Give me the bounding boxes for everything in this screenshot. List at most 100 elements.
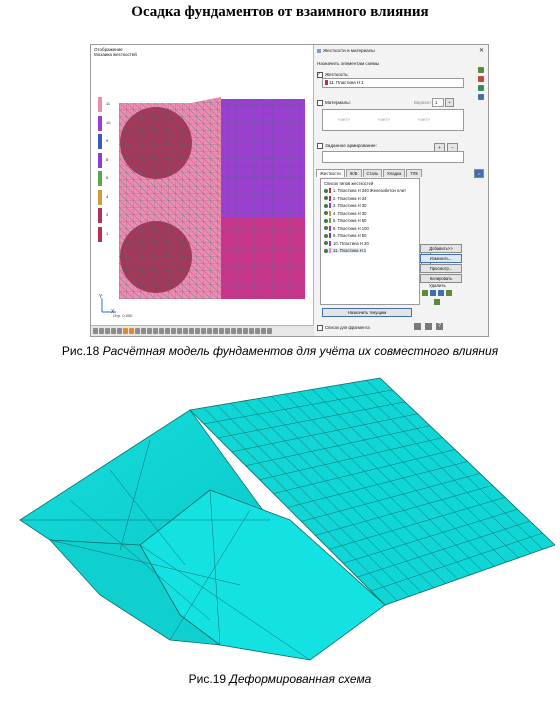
scissors-tool-icon[interactable] (478, 94, 484, 100)
mesh-line (209, 489, 221, 646)
stiffness-field[interactable]: 11. Пластина H 1 (322, 78, 464, 88)
toolbar-button[interactable] (195, 328, 200, 334)
toolbar-button[interactable] (147, 328, 152, 334)
fragment-checkbox[interactable] (317, 325, 323, 331)
toolbar-button[interactable] (153, 328, 158, 334)
tab-1[interactable]: Ж/Б (345, 169, 362, 177)
toolbar-button[interactable] (213, 328, 218, 334)
list-item[interactable]: 9. Пластина H 50 (324, 233, 366, 238)
toolbar-button[interactable] (117, 328, 122, 334)
tool-icon-2[interactable] (430, 290, 436, 296)
toolbar-button[interactable] (225, 328, 230, 334)
toolbar-button[interactable] (159, 328, 164, 334)
list-item[interactable]: 3. Пластина H 30 (324, 203, 366, 208)
tab-expand-button[interactable]: ⇔ (474, 169, 484, 178)
view-button[interactable]: Просмотр... (420, 264, 462, 273)
view-header: Отображение Мозаика жесткостей (94, 47, 137, 57)
stiffness-list: Список типов жесткостей 1. Пластина H 34… (320, 178, 420, 305)
toolbar-button[interactable] (99, 328, 104, 334)
tab-0[interactable]: Жесткости (316, 169, 345, 177)
toolbar-button[interactable] (171, 328, 176, 334)
toolbar-button[interactable] (255, 328, 260, 334)
fragment-label: Список для фрагмента (325, 325, 370, 331)
toolbar-button[interactable] (129, 328, 134, 334)
list-item-text: 1. Пластина H 340 Железобетон плит (333, 188, 407, 193)
legend-number: 10 (106, 119, 111, 125)
list-item[interactable]: 11. Пластина H 1 (324, 248, 367, 253)
toolbar-button[interactable] (177, 328, 182, 334)
legend-swatch (98, 134, 102, 149)
list-item[interactable]: 2. Пластина H 34 (324, 195, 366, 201)
variant-field[interactable]: 1 (432, 98, 444, 107)
toolbar-button[interactable] (105, 328, 110, 334)
figure-19-text: Деформированная схема (229, 672, 372, 686)
add-button[interactable]: Добавить>> (420, 244, 462, 253)
mat-placeholder-2: <нет> (378, 117, 390, 122)
reinforcement-checkbox[interactable] (317, 143, 323, 149)
change-button[interactable]: Изменить... (420, 254, 462, 263)
toolbar-button[interactable] (189, 328, 194, 334)
toolbar-button[interactable] (93, 328, 98, 334)
list-color-swatch (329, 225, 331, 231)
legend-swatch (98, 208, 102, 223)
variant-label: Вариант (414, 100, 432, 105)
legend-item: 5 (98, 171, 122, 190)
tab-4[interactable]: ТЛК (406, 169, 422, 177)
toolbar-button[interactable] (201, 328, 206, 334)
help-icon[interactable]: ? (436, 323, 443, 330)
toolbar-button[interactable] (183, 328, 188, 334)
plate-icon (324, 226, 328, 230)
footer-icon-2[interactable] (425, 323, 432, 330)
toolbar-button[interactable] (243, 328, 248, 334)
dialog-title: Жесткости и материалы (323, 48, 375, 53)
list-item[interactable]: 8. Пластина H 100 (324, 225, 369, 231)
delete-button[interactable]: Удалить (429, 283, 446, 288)
list-item[interactable]: 1. Пластина H 340 Железобетон плит (324, 188, 406, 193)
stiffness-color-swatch (325, 80, 328, 86)
stiffness-checkbox[interactable] (317, 71, 323, 78)
toolbar-button[interactable] (267, 328, 272, 334)
tab-3[interactable]: Кладка (383, 169, 406, 177)
toolbar-button[interactable] (207, 328, 212, 334)
pick-tool-icon[interactable] (478, 67, 484, 73)
tool-icon-1[interactable] (422, 290, 428, 296)
page-heading: Осадка фундаментов от взаимного влияния (131, 4, 429, 20)
close-icon[interactable]: ✕ (478, 48, 484, 54)
legend-item: 11 (98, 97, 122, 116)
copy-button[interactable]: Копировать (420, 274, 462, 283)
legend-item: 3 (98, 208, 122, 227)
foundation-bottom-mesh (120, 221, 192, 293)
tool-icon-4[interactable] (446, 290, 452, 296)
toolbar-button[interactable] (237, 328, 242, 334)
purple-mesh (221, 99, 305, 217)
list-item[interactable]: 4. Пластина H 30 (324, 210, 366, 216)
assign-tool-icon[interactable] (478, 85, 484, 91)
list-item[interactable]: 10. Пластина H 20 (324, 240, 369, 246)
toolbar-button[interactable] (249, 328, 254, 334)
list-item[interactable]: 5. Пластина H 60 (324, 218, 366, 223)
toolbar-button[interactable] (135, 328, 140, 334)
variant-value: 1 (435, 100, 438, 105)
toolbar-button[interactable] (123, 328, 128, 334)
materials-checkbox[interactable] (317, 100, 323, 106)
stiffness-value: 11. Пластина H 1 (329, 80, 364, 85)
plate-icon (324, 188, 328, 193)
software-screenshot: Отображение Мозаика жесткостей 11 10 9 8 5 4 3… (90, 44, 489, 337)
assign-current-button[interactable]: Назначить текущим (322, 308, 412, 317)
toolbar-button[interactable] (231, 328, 236, 334)
footer-icon-1[interactable] (414, 323, 421, 330)
plate-icon (324, 211, 328, 215)
toolbar-button[interactable] (165, 328, 170, 334)
tab-2[interactable]: Сталь (362, 169, 383, 177)
mesh-line (259, 437, 443, 480)
toolbar-button[interactable] (141, 328, 146, 334)
add-material-button[interactable]: + (445, 98, 454, 107)
tool-icon-5[interactable] (434, 299, 440, 305)
toolbar-button[interactable] (261, 328, 266, 334)
filter-tool-icon[interactable] (478, 76, 484, 82)
toolbar-button[interactable] (111, 328, 116, 334)
toolbar-button[interactable] (219, 328, 224, 334)
legend-number: 1 (106, 230, 109, 236)
figure-18-text: Расчётная модель фундаментов для учёта и… (102, 344, 499, 358)
tool-icon-3[interactable] (438, 290, 444, 296)
